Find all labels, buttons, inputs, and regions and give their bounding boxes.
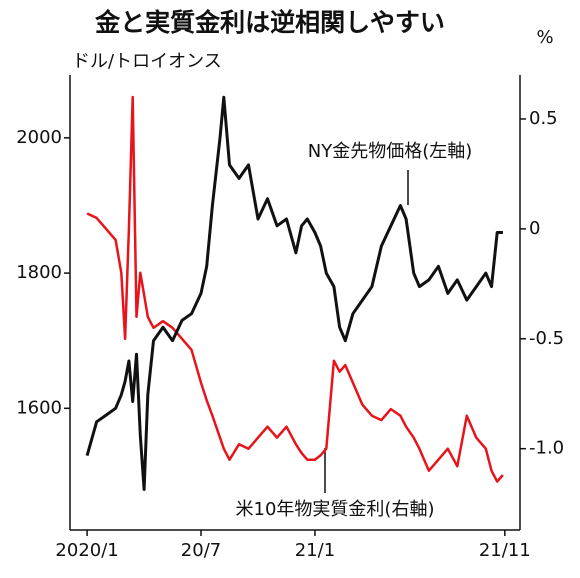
- y2-tick-label: -0.5: [529, 328, 564, 349]
- series-label: NY金先物価格(左軸): [308, 141, 473, 162]
- x-tick-label: 21/11: [479, 540, 531, 561]
- series-line: [86, 95, 504, 483]
- x-tick-label: 20/7: [181, 540, 221, 561]
- y-tick-label: 1800: [16, 262, 62, 283]
- y2-tick-label: 0: [529, 218, 540, 239]
- y-tick-label: 1600: [16, 397, 62, 418]
- x-tick-label: 2020/1: [55, 540, 118, 561]
- y2-tick-label: -1.0: [529, 438, 564, 459]
- y-axis-label: ドル/トロイオンス: [72, 51, 222, 72]
- y2-axis-label: %: [536, 27, 553, 48]
- series-label: 米10年物実質金利(右軸): [236, 499, 435, 520]
- series-line: [85, 95, 503, 491]
- x-tick-label: 21/1: [295, 540, 335, 561]
- y2-tick-label: 0.5: [529, 108, 558, 129]
- y-tick-label: 2000: [16, 127, 62, 148]
- chart-title: 金と実質金利は逆相関しやすい: [94, 8, 445, 37]
